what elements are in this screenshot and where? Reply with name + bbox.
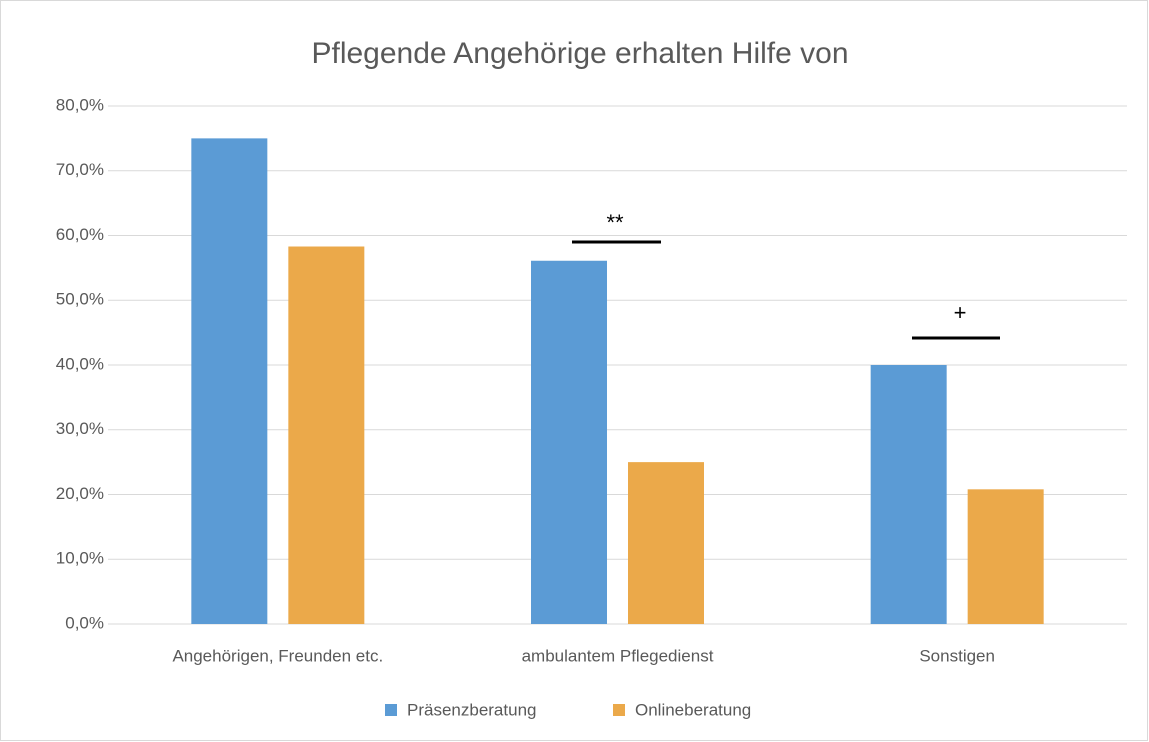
bar xyxy=(628,462,704,624)
y-tick-label: 50,0% xyxy=(56,290,104,309)
y-tick-label: 40,0% xyxy=(56,354,104,373)
annotation: + xyxy=(954,300,967,325)
bar xyxy=(288,246,365,624)
bar xyxy=(967,489,1044,624)
annotation: ** xyxy=(606,210,624,235)
x-tick-label: Sonstigen xyxy=(919,646,995,665)
bar xyxy=(870,365,947,624)
chart-title: Pflegende Angehörige erhalten Hilfe von xyxy=(311,37,848,70)
y-tick-label: 60,0% xyxy=(56,225,104,244)
x-tick-label: Angehörigen, Freunden etc. xyxy=(172,646,383,665)
bar xyxy=(191,138,268,624)
legend-swatch xyxy=(613,704,625,716)
y-tick-label: 0,0% xyxy=(65,613,104,632)
y-tick-label: 30,0% xyxy=(56,419,104,438)
legend-label: Onlineberatung xyxy=(635,700,751,719)
y-tick-label: 20,0% xyxy=(56,484,104,503)
y-tick-label: 80,0% xyxy=(56,95,104,114)
bar xyxy=(531,260,607,624)
legend-swatch xyxy=(385,704,397,716)
y-tick-label: 10,0% xyxy=(56,549,104,568)
legend-label: Präsenzberatung xyxy=(407,700,536,719)
x-tick-label: ambulantem Pflegedienst xyxy=(522,646,714,665)
y-tick-label: 70,0% xyxy=(56,160,104,179)
